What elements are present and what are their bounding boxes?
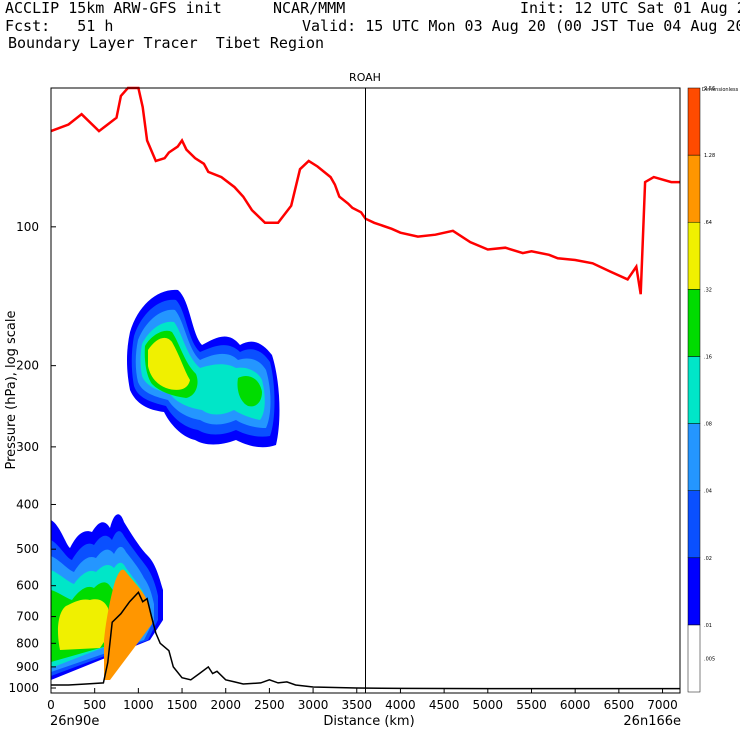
colorbar-title: Dimensionless [702,87,739,93]
upper-plume-level-16b [237,375,262,407]
y-axis-ticks: 100 200 300 400 500 600 700 800 900 1000 [8,220,56,695]
colorbar: .005 .01 .02 .04 .08 .16 .32 .64 1.28 2.56Dimensi… [687,86,739,693]
x-tick-label: 4000 [385,698,416,712]
tracer-contours [51,289,280,680]
header-model-line: ACCLIP 15km ARW-GFS init [5,0,222,17]
colorbar-level-label: 1.28 [704,153,715,159]
y-tick-label: 400 [16,497,39,511]
colorbar-level-label: .08 [704,422,712,428]
x-axis-ticks: 0 500 1000 1500 2000 2500 3000 3500 4000 4500 5000… [47,688,678,712]
x-tick-label: 3000 [298,698,329,712]
x-tick-label: 4500 [429,698,460,712]
x-tick-label: 5000 [473,698,504,712]
x-axis-label: Distance (km) [323,714,414,729]
colorbar-level-label: .01 [704,623,712,629]
colorbar-swatch [687,624,701,693]
x-tick-label: 6500 [604,698,635,712]
header-fcst: Fcst: 51 h [5,17,114,35]
y-tick-label: 600 [16,579,39,593]
x-tick-label: 1000 [123,698,154,712]
header-valid: Valid: 15 UTC Mon 03 Aug 20 (00 JST Tue … [302,17,740,35]
plot-frame [50,87,681,694]
x-tick-label: 6000 [560,698,591,712]
header-field: Boundary Layer Tracer Tibet Region [8,34,325,52]
colorbar-swatch [687,356,701,424]
x-tick-label: 7000 [647,698,678,712]
colorbar-level-label: .02 [704,556,712,562]
y-tick-label: 700 [16,610,39,624]
upper-plume-level-32 [148,337,190,390]
chart-title: ROAH [349,71,381,84]
colorbar-level-label: .16 [704,354,712,360]
colorbar-level-label: .32 [704,287,712,293]
y-tick-label: 900 [16,660,39,674]
y-tick-label: 200 [16,359,39,373]
x-tick-label: 3500 [341,698,372,712]
x-tick-label: 2500 [254,698,285,712]
x-tick-label: 1500 [167,698,198,712]
colorbar-swatch [687,154,701,223]
colorbar-swatch [687,490,701,559]
y-tick-label: 800 [16,636,39,650]
tropopause-line [50,86,680,295]
colorbar-level-label: .64 [704,220,712,226]
x-tick-label: 5500 [516,698,547,712]
colorbar-swatch [687,87,701,156]
y-tick-label: 100 [16,220,39,234]
colorbar-level-label: .04 [704,489,712,495]
x-tick-label: 0 [47,698,55,712]
x-tick-label: 2000 [210,698,241,712]
terrain-line [51,590,680,690]
y-tick-label: 300 [16,440,39,454]
x-end-label: 26n166e [623,714,681,729]
y-tick-label: 1000 [8,681,39,695]
y-axis-label: Pressure (hPa), log scale [4,311,19,470]
x-tick-label: 500 [83,698,106,712]
colorbar-swatch [687,289,701,357]
bl-plume-level-32 [58,599,112,650]
colorbar-level-label: 2.56 [704,86,715,92]
y-tick-label: 500 [16,542,39,556]
colorbar-swatch [687,423,701,491]
header-init: Init: 12 UTC Sat 01 Aug 20 [520,0,740,17]
header-org: NCAR/MMM [273,0,346,17]
colorbar-swatch [687,557,701,626]
colorbar-swatch [687,221,701,290]
x-start-label: 26n90e [50,714,99,729]
colorbar-level-label: .005 [704,656,715,662]
